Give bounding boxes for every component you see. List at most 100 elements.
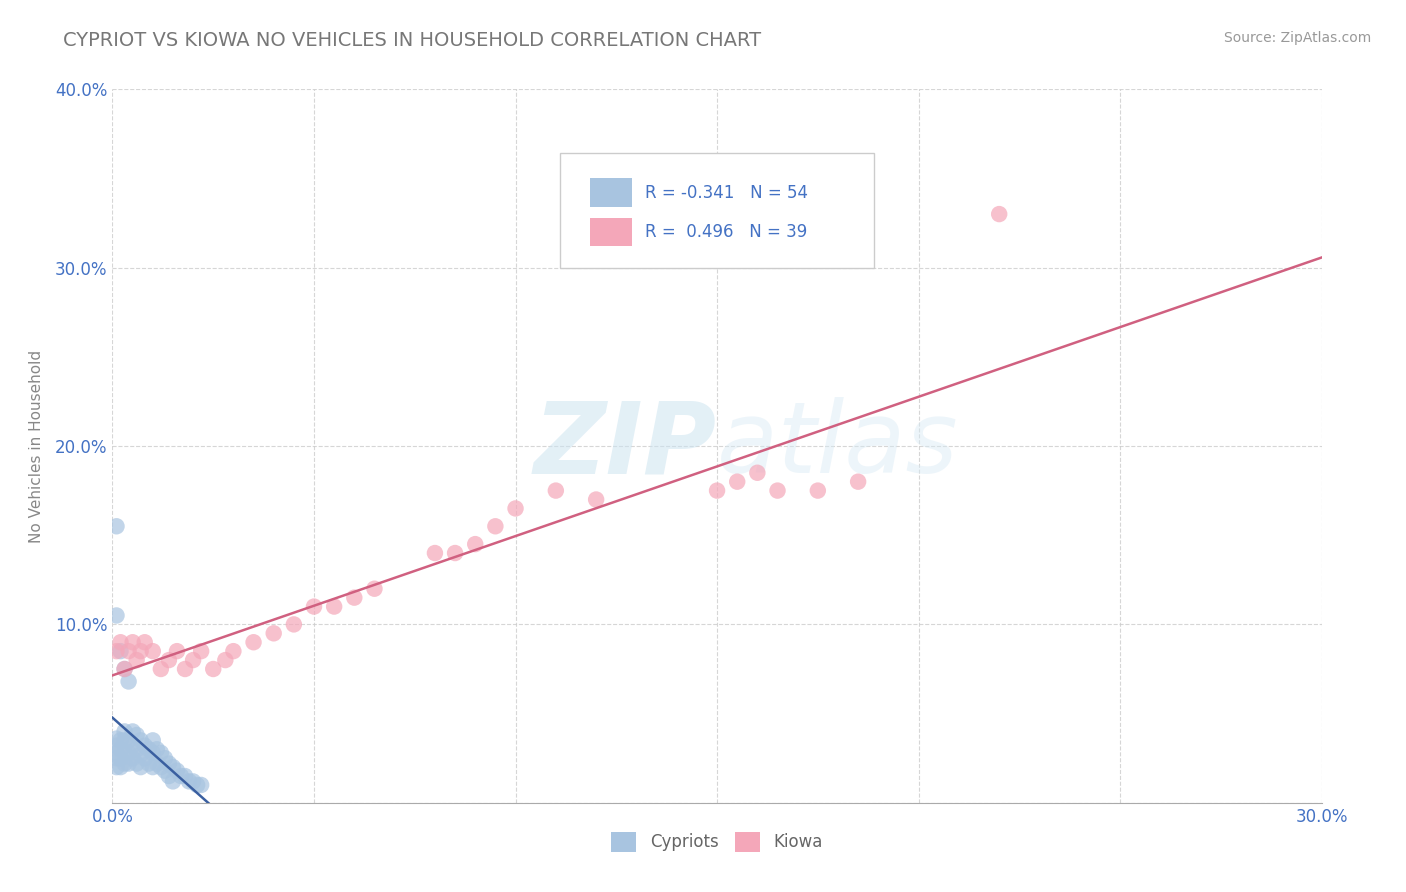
Point [302,599,325,614]
Point [105,760,128,774]
Point [129,760,152,774]
Point [177,774,200,789]
Point [166,644,188,658]
Point [110,733,132,747]
Point [149,746,172,760]
Point [125,756,148,771]
Point [142,644,165,658]
Point [114,662,136,676]
Point [117,644,139,658]
Point [114,724,136,739]
Point [174,662,197,676]
Text: CYPRIOT VS KIOWA NO VEHICLES IN HOUSEHOLD CORRELATION CHART: CYPRIOT VS KIOWA NO VEHICLES IN HOUSEHOL… [63,31,762,50]
Text: atlas: atlas [717,398,959,494]
Point [117,733,139,747]
Point [166,764,188,778]
Point [214,653,236,667]
Point [105,731,128,746]
Point [157,756,180,771]
Text: Source: ZipAtlas.com: Source: ZipAtlas.com [1223,31,1371,45]
Point [138,742,160,756]
Point [186,778,208,792]
Point [114,746,136,760]
Point [134,751,156,765]
Point [129,733,152,747]
Point [138,756,160,771]
Point [153,764,176,778]
Point [423,546,446,560]
Point [117,756,139,771]
Bar [591,178,633,207]
Point [134,635,156,649]
Text: ZIP: ZIP [534,398,717,494]
Point [105,519,128,533]
Point [153,751,176,765]
Point [110,760,132,774]
Point [202,662,225,676]
Point [505,501,527,516]
Point [149,662,172,676]
Point [129,644,152,658]
Point [988,207,1011,221]
Point [846,475,869,489]
Point [146,756,169,771]
Point [343,591,366,605]
Point [544,483,567,498]
Text: R = -0.341   N = 54: R = -0.341 N = 54 [644,184,807,202]
Point [117,674,139,689]
Point [114,733,136,747]
Point [121,739,143,753]
Point [242,635,264,649]
Point [190,778,212,792]
Point [129,747,152,762]
Point [484,519,506,533]
Point [121,635,143,649]
Point [117,746,139,760]
Point [149,760,172,774]
Point [110,751,132,765]
Point [125,728,148,742]
Point [766,483,789,498]
Point [725,475,748,489]
Point [157,769,180,783]
Point [706,483,728,498]
Point [747,466,769,480]
Point [134,739,156,753]
Point [585,492,607,507]
Point [263,626,285,640]
Point [146,742,169,756]
Point [174,769,197,783]
Point [142,746,165,760]
Point [105,746,128,760]
Point [464,537,486,551]
Point [114,662,136,676]
Point [110,644,132,658]
Legend: Cypriots, Kiowa: Cypriots, Kiowa [605,825,830,859]
Point [170,769,193,783]
Text: R =  0.496   N = 39: R = 0.496 N = 39 [644,223,807,241]
Point [363,582,385,596]
Point [114,756,136,771]
Point [181,653,204,667]
Point [121,751,143,765]
Point [444,546,467,560]
Point [125,653,148,667]
Point [105,739,128,753]
Y-axis label: No Vehicles in Household: No Vehicles in Household [30,350,44,542]
Point [142,733,165,747]
Point [105,644,128,658]
Point [190,644,212,658]
Point [105,608,128,623]
Point [125,742,148,756]
Point [142,760,165,774]
Point [157,653,180,667]
Point [283,617,305,632]
Bar [591,218,633,246]
Point [222,644,245,658]
Point [162,760,184,774]
Point [181,774,204,789]
FancyBboxPatch shape [560,153,875,268]
Point [105,751,128,765]
Point [121,724,143,739]
Point [807,483,830,498]
